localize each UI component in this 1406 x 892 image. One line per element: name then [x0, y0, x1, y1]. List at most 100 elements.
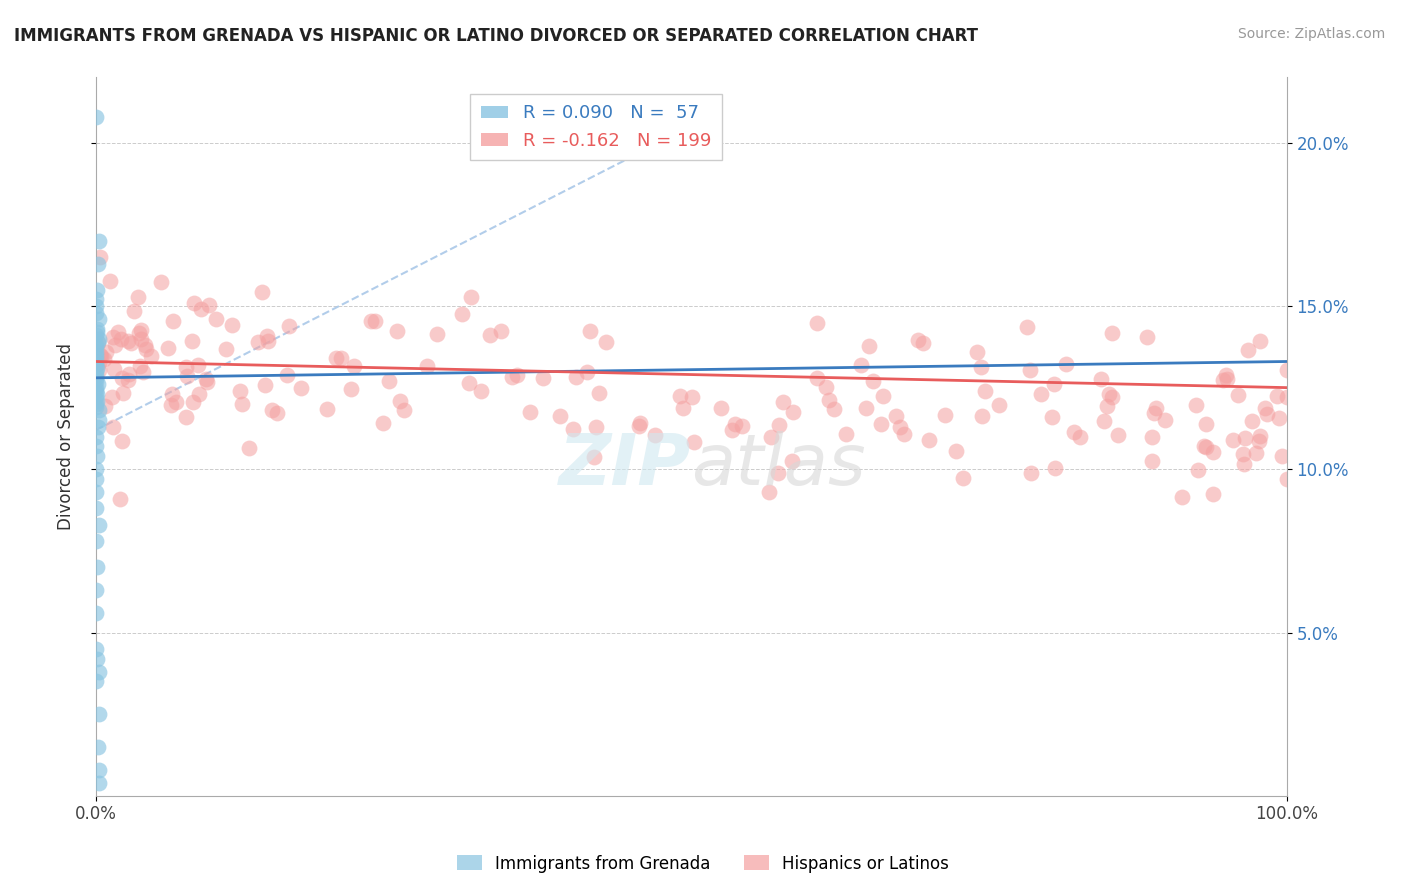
Point [731, 419, 754, 434]
Point [1268, 411, 1291, 425]
Point [84, 582, 107, 597]
Point [89, 413, 111, 427]
Point [1069, 430, 1091, 444]
Point [1031, 387, 1053, 401]
Point [134, 338, 156, 352]
Point [595, 334, 617, 349]
Point [1171, 490, 1194, 504]
Point [86, 283, 108, 297]
Point [970, 409, 993, 424]
Point [415, 359, 437, 373]
Point [1018, 363, 1040, 377]
Point [197, 298, 219, 312]
Point [1107, 428, 1129, 442]
Point [84, 328, 107, 343]
Point [93, 352, 115, 367]
Point [132, 366, 155, 380]
Point [1249, 434, 1271, 449]
Point [84, 293, 107, 307]
Point [174, 410, 197, 425]
Point [87, 517, 110, 532]
Point [101, 390, 124, 404]
Point [87, 335, 110, 350]
Point [806, 370, 828, 384]
Point [565, 369, 588, 384]
Point [108, 491, 131, 506]
Point [766, 466, 789, 480]
Point [1256, 407, 1278, 421]
Point [316, 402, 339, 417]
Point [1275, 363, 1298, 377]
Point [966, 344, 988, 359]
Point [1095, 399, 1118, 413]
Point [84, 342, 107, 356]
Point [388, 394, 411, 409]
Point [945, 444, 967, 458]
Point [84, 501, 107, 516]
Point [862, 374, 884, 388]
Point [451, 307, 474, 321]
Point [84, 110, 107, 124]
Text: atlas: atlas [692, 431, 866, 500]
Point [1265, 389, 1288, 403]
Point [94, 399, 117, 413]
Point [768, 418, 790, 433]
Point [1092, 414, 1115, 428]
Point [1146, 401, 1168, 416]
Point [96, 344, 118, 359]
Point [759, 430, 782, 444]
Point [723, 417, 745, 432]
Point [1136, 330, 1159, 344]
Point [231, 396, 253, 410]
Point [120, 336, 142, 351]
Point [290, 381, 312, 395]
Point [84, 439, 107, 453]
Point [378, 374, 401, 388]
Point [1143, 406, 1166, 420]
Point [1054, 358, 1077, 372]
Point [583, 450, 606, 465]
Point [87, 739, 110, 754]
Point [246, 334, 269, 349]
Point [550, 409, 572, 423]
Point [84, 299, 107, 313]
Point [1098, 386, 1121, 401]
Point [111, 434, 134, 448]
Point [855, 401, 877, 415]
Point [89, 363, 111, 377]
Point [84, 534, 107, 549]
Point [84, 371, 107, 385]
Point [84, 401, 107, 415]
Point [1017, 320, 1039, 334]
Point [176, 369, 198, 384]
Point [974, 384, 997, 399]
Point [849, 359, 872, 373]
Point [89, 348, 111, 362]
Legend: R = 0.090   N =  57, R = -0.162   N = 199: R = 0.090 N = 57, R = -0.162 N = 199 [470, 94, 721, 161]
Point [89, 250, 111, 264]
Point [1271, 450, 1294, 464]
Point [987, 399, 1010, 413]
Point [139, 350, 162, 364]
Point [238, 441, 260, 455]
Point [1249, 334, 1271, 348]
Point [86, 256, 108, 270]
Point [250, 285, 273, 299]
Point [89, 403, 111, 417]
Point [364, 314, 387, 328]
Point [710, 401, 733, 416]
Point [1043, 460, 1066, 475]
Point [872, 389, 894, 403]
Point [588, 386, 610, 401]
Point [89, 763, 111, 777]
Point [229, 384, 252, 398]
Point [911, 336, 934, 351]
Point [84, 381, 107, 395]
Point [188, 387, 211, 401]
Point [187, 358, 209, 372]
Point [84, 354, 107, 368]
Point [585, 420, 607, 434]
Point [426, 327, 449, 342]
Point [277, 319, 299, 334]
Point [720, 423, 742, 437]
